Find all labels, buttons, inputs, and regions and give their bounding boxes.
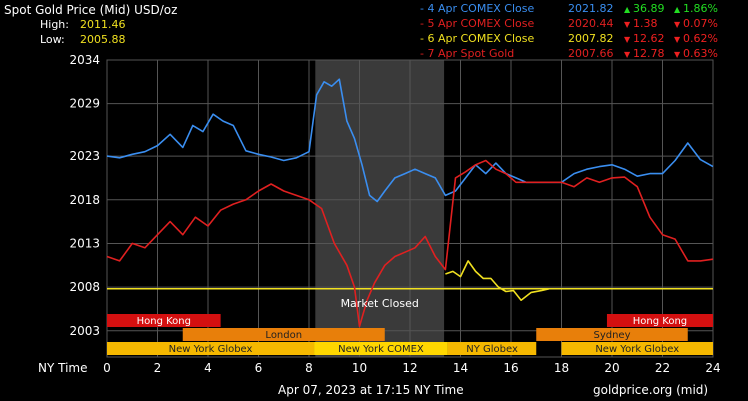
session-label: London	[265, 330, 302, 341]
legend-pct: 0.63%	[683, 47, 718, 60]
session-label: New York COMEX	[338, 344, 424, 355]
market-closed-band	[315, 60, 445, 357]
legend-label: - 7 Apr Spot Gold	[420, 47, 514, 60]
legend-arrow-icon: ▲	[624, 5, 631, 14]
legend-pct: 1.86%	[683, 2, 718, 15]
series-line-3	[445, 260, 550, 302]
session-bar	[182, 328, 385, 341]
session-bar	[447, 342, 537, 355]
session-bar	[107, 314, 221, 327]
x-tick-label: 24	[705, 361, 720, 375]
y-tick-label: 2034	[69, 53, 100, 67]
session-label: Hong Kong	[633, 316, 687, 327]
high-label: High:	[40, 18, 69, 31]
legend-change: 1.38	[633, 17, 658, 30]
legend-change: 12.78	[633, 47, 665, 60]
session-bar	[606, 314, 713, 327]
session-bar	[536, 328, 688, 341]
plot-frame	[106, 59, 714, 358]
legend-value: 2007.66	[568, 47, 614, 60]
x-tick-label: 20	[604, 361, 619, 375]
x-tick-label: 0	[103, 361, 111, 375]
series-line-2	[106, 159, 714, 328]
x-tick-label: 12	[402, 361, 417, 375]
x-tick-label: 6	[255, 361, 263, 375]
legend-arrow-icon: ▼	[674, 50, 681, 59]
session-label: Sydney	[593, 330, 630, 341]
legend-label: - 4 Apr COMEX Close	[420, 2, 534, 15]
y-tick-label: 2008	[69, 280, 100, 294]
legend-pct: 0.07%	[683, 17, 718, 30]
legend-arrow-icon: ▼	[674, 20, 681, 29]
x-tick-label: 8	[305, 361, 313, 375]
legend-value: 2007.82	[568, 32, 614, 45]
footer-source: goldprice.org (mid)	[593, 383, 708, 397]
footer-timestamp: Apr 07, 2023 at 17:15 NY Time	[278, 383, 464, 397]
session-bar	[561, 342, 713, 355]
session-bar	[314, 342, 448, 355]
legend-arrow-icon: ▼	[624, 35, 631, 44]
legend-value: 2021.82	[568, 2, 614, 15]
high-value: 2011.46	[80, 18, 126, 31]
y-tick-label: 2003	[69, 324, 100, 338]
low-value: 2005.88	[80, 33, 126, 46]
legend-change: 36.89	[633, 2, 665, 15]
x-tick-label: 10	[352, 361, 367, 375]
legend-arrow-icon: ▼	[674, 35, 681, 44]
market-closed-label: Market Closed	[341, 297, 419, 310]
session-bar	[107, 342, 315, 355]
x-axis-label: NY Time	[38, 361, 88, 375]
legend-label: - 5 Apr COMEX Close	[420, 17, 534, 30]
x-tick-label: 18	[554, 361, 569, 375]
x-tick-label: 22	[655, 361, 670, 375]
x-tick-label: 4	[204, 361, 212, 375]
session-label: NY Globex	[466, 344, 518, 355]
legend-arrow-icon: ▼	[624, 50, 631, 59]
session-label: New York Globex	[169, 344, 253, 355]
legend-pct: 0.62%	[683, 32, 718, 45]
session-label: Hong Kong	[137, 316, 191, 327]
y-tick-label: 2018	[69, 193, 100, 207]
y-tick-label: 2029	[69, 97, 100, 111]
x-tick-label: 2	[154, 361, 162, 375]
chart-title: Spot Gold Price (Mid) USD/oz	[4, 3, 178, 17]
legend-arrow-icon: ▲	[674, 5, 681, 14]
legend-arrow-icon: ▼	[624, 20, 631, 29]
legend-value: 2020.44	[568, 17, 614, 30]
series-line-1	[106, 78, 714, 203]
low-label: Low:	[40, 33, 65, 46]
session-label: New York Globex	[595, 344, 679, 355]
x-tick-label: 14	[453, 361, 468, 375]
y-tick-label: 2013	[69, 236, 100, 250]
legend-change: 12.62	[633, 32, 665, 45]
x-tick-label: 16	[503, 361, 518, 375]
y-tick-label: 2023	[69, 149, 100, 163]
legend-label: - 6 Apr COMEX Close	[420, 32, 534, 45]
